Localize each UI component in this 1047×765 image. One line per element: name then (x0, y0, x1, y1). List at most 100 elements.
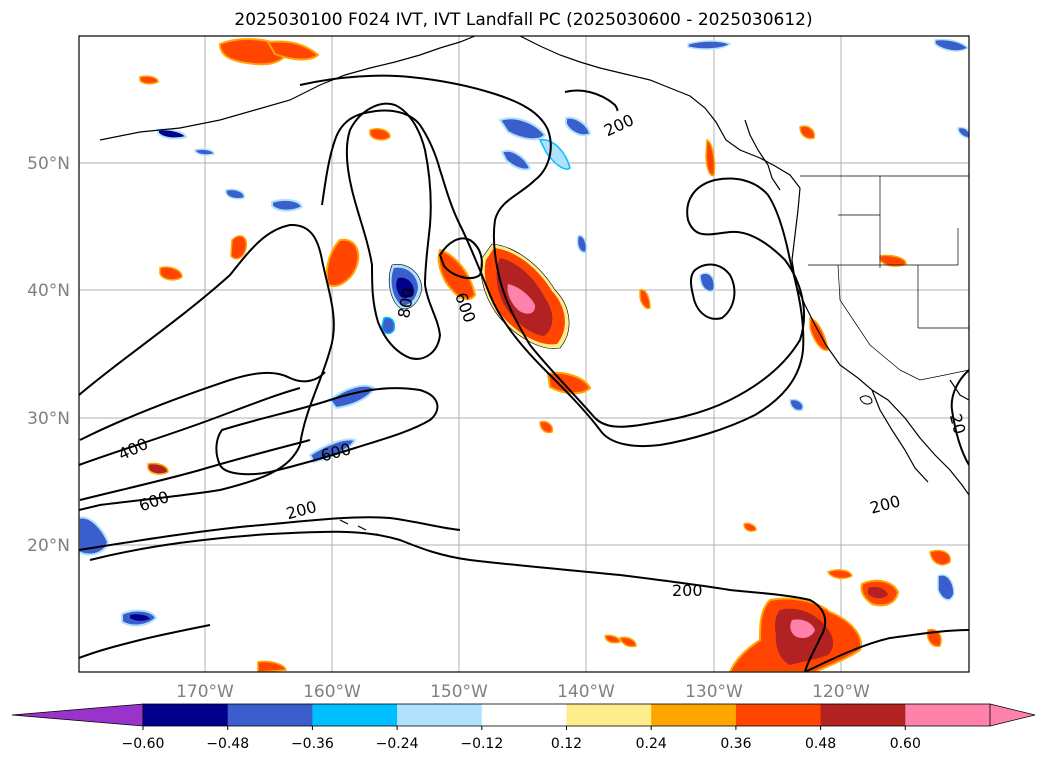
pc-region-se-5 (926, 628, 942, 648)
positive-pc-regions (139, 38, 951, 672)
npc-region-south-band-2 (308, 438, 357, 464)
npc-region-tail (381, 316, 396, 335)
ivt-contour-east-loop (689, 263, 736, 320)
colorbar-bin-2 (312, 704, 398, 726)
ivt-contour-east-edge (950, 369, 969, 466)
contour-label-200-south: 200 (672, 581, 703, 600)
colorbar-bin-5 (566, 704, 652, 726)
npc-region-west-edge (79, 516, 110, 556)
colorbar-bin-7 (735, 704, 822, 726)
colorbar-tick-label-2: −0.36 (291, 736, 334, 752)
ivt-contour-600 (79, 371, 326, 441)
npc-region-north-1 (498, 117, 547, 141)
npc-region-east-2 (789, 398, 804, 412)
colorbar-bin-6 (651, 704, 737, 726)
ivt-contour-200-south-inner (79, 516, 461, 551)
npc-region-central-core (396, 277, 414, 299)
pc-region-se-4 (929, 549, 951, 566)
colorbar-tick-label-4: −0.12 (460, 736, 503, 752)
island-1 (859, 395, 873, 405)
ivt-contour-600-loop (215, 387, 439, 476)
npc-region-sw-1-core (130, 614, 150, 621)
lat-label-50n: 50°N (27, 154, 70, 174)
lon-label-150w: 150°W (430, 682, 488, 702)
npc-region-ne-3 (957, 126, 969, 139)
coastlines (99, 36, 969, 537)
lon-label-140w: 140°W (557, 682, 615, 702)
ivt-contour-se (804, 629, 969, 672)
ivt-contour-200-big (299, 74, 806, 448)
colorbar-tick-label-8: 0.48 (805, 736, 836, 752)
contour-label-200-edge: 20 (946, 412, 970, 437)
pc-region-se-2-core (868, 586, 888, 599)
colorbar-tick-label-9: 0.60 (890, 736, 921, 752)
pc-region-small-13 (604, 634, 621, 644)
pc-region-small-14 (619, 636, 637, 648)
small-islands (859, 395, 873, 405)
colorbar-bin-8 (820, 704, 906, 726)
colorbar-bin-9 (905, 704, 991, 726)
colorbar-bin-1 (227, 704, 313, 726)
pc-region-small-1 (369, 128, 391, 141)
colorbar-tick-label-1: −0.48 (206, 736, 249, 752)
lon-label-170w: 170°W (176, 682, 234, 702)
lon-label-160w: 160°W (303, 682, 361, 702)
colorbar-tick-label-5: 0.12 (551, 736, 582, 752)
pc-region-small-5 (705, 138, 716, 177)
ivt-contour-far-south (79, 624, 211, 659)
pc-region-small-7 (809, 317, 829, 351)
coast-mexico-gulf (949, 379, 969, 401)
pc-region-west (325, 238, 360, 287)
pc-region-central-large-core (507, 284, 536, 314)
pc-region-small-6 (639, 289, 651, 310)
colorbar-extend-under (11, 703, 144, 727)
pc-region-small-11 (539, 420, 554, 434)
colorbar-tick-label-3: −0.24 (376, 736, 419, 752)
map-title: 2025030100 F024 IVT, IVT Landfall PC (20… (234, 10, 813, 30)
colorbar-extend-over (989, 703, 1036, 727)
colorbar-tick-label-0: −0.60 (122, 736, 165, 752)
political-borders (800, 175, 969, 381)
npc-region-east-1 (699, 272, 716, 292)
npc-region-ne-2 (934, 38, 969, 52)
npc-region-ne-1 (687, 40, 732, 50)
pc-region-small-9 (879, 254, 907, 267)
ivt-contour-200-south (89, 530, 827, 672)
negative-pc-regions (79, 38, 969, 627)
ivt-contour-600-b (79, 439, 311, 501)
pc-region-se-3 (826, 569, 853, 580)
colorbar-tick-label-6: 0.24 (636, 736, 667, 752)
npc-region-se-1 (937, 574, 955, 601)
npc-region-nw-2 (157, 128, 188, 140)
lon-label-120w: 120°W (812, 682, 870, 702)
pc-region-small-4 (139, 75, 159, 85)
pc-region-southeast-core (790, 619, 815, 638)
colorbar-bin-3 (397, 704, 483, 726)
coast-bc-islands (744, 119, 781, 191)
ivt-contour-200-inner-loop (438, 237, 483, 279)
lon-label-130w: 130°W (685, 682, 743, 702)
pc-region-small-12 (257, 660, 288, 672)
latitude-labels: 50°N 40°N 30°N 20°N (27, 154, 70, 556)
pc-region-small-15 (743, 522, 757, 532)
border-us-mexico (899, 369, 969, 381)
ivt-contour-400 (79, 387, 301, 466)
npc-region-east-3 (576, 234, 588, 254)
longitude-labels: 170°W 160°W 150°W 140°W 130°W 120°W (176, 682, 870, 702)
border-state-4 (837, 264, 901, 371)
lat-label-20n: 20°N (27, 536, 70, 556)
npc-region-north-2 (500, 149, 532, 171)
npc-region-nw-4 (225, 188, 245, 200)
ivt-contour-200-outer (79, 223, 335, 511)
pc-region-small-10 (147, 462, 169, 475)
lat-label-40n: 40°N (27, 281, 70, 301)
ivt-contour-800 (345, 102, 442, 360)
pc-region-small-2 (159, 266, 183, 281)
pc-region-small-3 (230, 235, 248, 260)
npc-region-nw-3 (194, 148, 215, 156)
pc-region-north-2 (266, 40, 320, 61)
lat-label-30n: 30°N (27, 409, 70, 429)
coast-baja (871, 389, 929, 483)
map-frame-border (78, 35, 970, 673)
